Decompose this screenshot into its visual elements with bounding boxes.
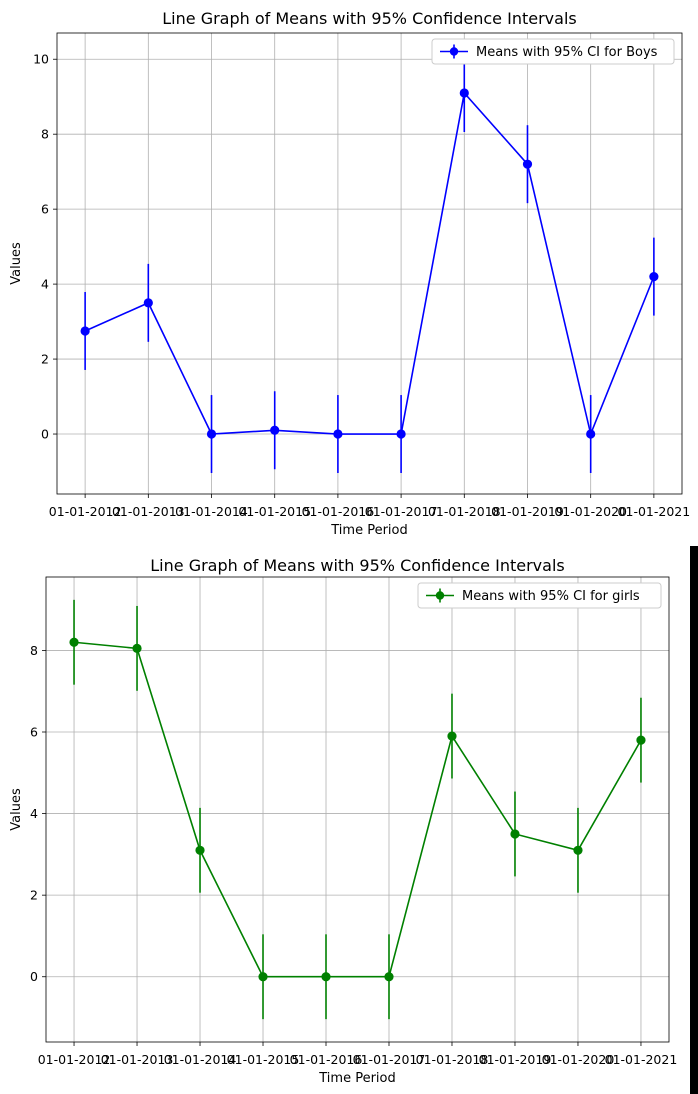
data-point bbox=[384, 972, 394, 982]
data-point bbox=[195, 845, 205, 855]
x-tick-label: 01-01-2016 bbox=[290, 1052, 363, 1067]
legend: Means with 95% CI for Boys bbox=[431, 38, 675, 65]
y-tick-label: 8 bbox=[30, 643, 38, 658]
y-tick-label: 0 bbox=[41, 427, 49, 442]
data-point bbox=[80, 326, 90, 336]
data-point bbox=[649, 272, 659, 282]
y-tick-label: 0 bbox=[30, 969, 38, 984]
x-tick-label: 01-01-2018 bbox=[428, 504, 501, 519]
data-point bbox=[321, 972, 331, 982]
x-tick-label: 01-01-2017 bbox=[365, 504, 438, 519]
data-point bbox=[333, 429, 343, 439]
x-tick-label: 01-01-2019 bbox=[491, 504, 564, 519]
x-tick-label: 01-01-2016 bbox=[302, 504, 375, 519]
chart-title: Line Graph of Means with 95% Confidence … bbox=[150, 556, 564, 575]
x-tick-label: 01-01-2021 bbox=[605, 1052, 678, 1067]
x-tick-label: 01-01-2015 bbox=[238, 504, 311, 519]
data-point bbox=[510, 829, 520, 839]
legend-marker bbox=[449, 47, 459, 56]
x-axis-label: Time Period bbox=[330, 523, 407, 538]
data-point bbox=[459, 88, 469, 98]
y-axis-label: Values bbox=[9, 242, 24, 285]
data-point bbox=[69, 637, 79, 647]
legend-marker bbox=[435, 591, 445, 600]
scrollbar[interactable] bbox=[690, 546, 698, 1094]
data-point bbox=[636, 735, 646, 745]
x-tick-label: 01-01-2017 bbox=[353, 1052, 426, 1067]
x-tick-label: 01-01-2020 bbox=[542, 1052, 615, 1067]
plot-frame bbox=[56, 32, 683, 495]
x-tick-label: 01-01-2012 bbox=[49, 504, 122, 519]
data-point bbox=[143, 298, 153, 308]
data-point bbox=[270, 425, 280, 435]
x-tick-label: 01-01-2014 bbox=[164, 1052, 237, 1067]
y-tick-label: 6 bbox=[41, 202, 49, 217]
y-tick-label: 6 bbox=[30, 725, 38, 740]
legend-box bbox=[417, 582, 662, 609]
y-tick-label: 2 bbox=[41, 352, 49, 367]
y-tick-label: 10 bbox=[33, 52, 49, 67]
data-point bbox=[396, 429, 406, 439]
series-line bbox=[73, 641, 642, 978]
plot-frame bbox=[45, 576, 670, 1043]
x-tick-label: 01-01-2019 bbox=[479, 1052, 552, 1067]
x-tick-label: 01-01-2013 bbox=[112, 504, 185, 519]
x-tick-label: 01-01-2018 bbox=[416, 1052, 489, 1067]
data-point bbox=[132, 643, 142, 653]
x-tick-label: 01-01-2020 bbox=[554, 504, 627, 519]
y-axis-label: Values bbox=[9, 788, 24, 831]
x-axis-label: Time Period bbox=[318, 1071, 395, 1086]
x-tick-label: 01-01-2015 bbox=[227, 1052, 300, 1067]
x-tick-label: 01-01-2012 bbox=[38, 1052, 111, 1067]
data-point bbox=[573, 845, 583, 855]
data-point bbox=[522, 159, 533, 169]
data-point bbox=[258, 972, 268, 982]
y-tick-label: 4 bbox=[41, 277, 49, 292]
y-tick-label: 4 bbox=[30, 806, 38, 821]
data-point bbox=[206, 429, 217, 439]
legend: Means with 95% CI for girls bbox=[417, 582, 662, 609]
data-point bbox=[447, 731, 457, 741]
x-tick-label: 01-01-2014 bbox=[175, 504, 248, 519]
y-tick-label: 8 bbox=[41, 127, 49, 142]
legend-label: Means with 95% CI for girls bbox=[462, 589, 640, 604]
girls-chart: Line Graph of Means with 95% Confidence … bbox=[9, 556, 678, 1086]
series-line bbox=[84, 91, 655, 437]
y-tick-label: 2 bbox=[30, 888, 38, 903]
boys-chart: Line Graph of Means with 95% Confidence … bbox=[9, 9, 691, 538]
data-point bbox=[586, 429, 596, 439]
chart-title: Line Graph of Means with 95% Confidence … bbox=[162, 9, 576, 28]
x-tick-label: 01-01-2021 bbox=[618, 504, 691, 519]
legend-label: Means with 95% CI for Boys bbox=[476, 45, 658, 60]
x-tick-label: 01-01-2013 bbox=[101, 1052, 174, 1067]
legend-box bbox=[431, 38, 675, 65]
